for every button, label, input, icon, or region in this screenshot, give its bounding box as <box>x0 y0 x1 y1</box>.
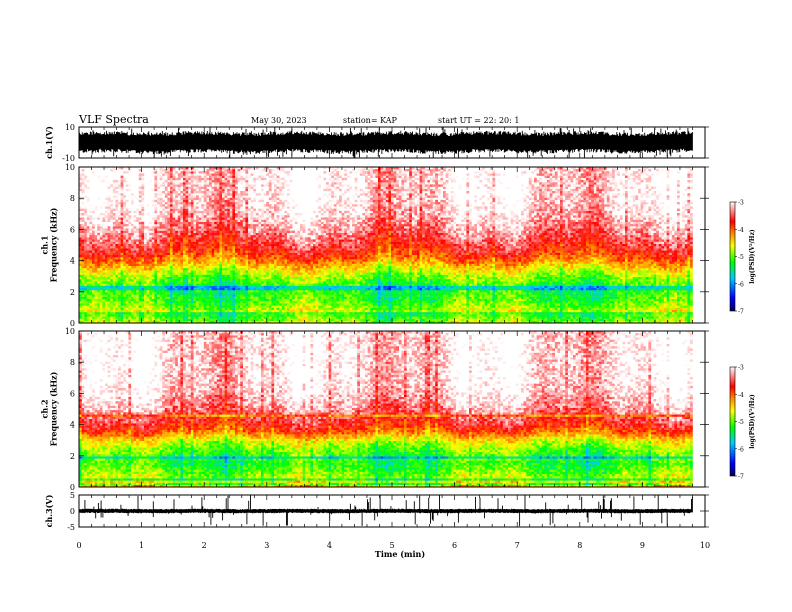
colorbar-tick-label: -4 <box>738 227 744 234</box>
colorbar-tick-label: -6 <box>738 446 744 453</box>
start-time-label: start UT = 22: 20: 1 <box>438 116 519 125</box>
y-tick-label: 10 <box>65 163 75 172</box>
colorbar-label: log(PSD)(V²/Hz) <box>749 229 756 284</box>
x-tick-label: 10 <box>700 541 710 550</box>
colorbar-tick-label: -3 <box>738 200 744 207</box>
y-tick-label: 2 <box>70 288 75 297</box>
y-tick-label: 4 <box>70 421 75 430</box>
y-tick-label: 10 <box>65 123 75 132</box>
figure-title: VLF Spectra <box>78 113 149 126</box>
x-tick-label: 9 <box>640 541 645 550</box>
x-tick-label: 2 <box>202 541 207 550</box>
y-axis-label: ch.3(V) <box>44 494 54 527</box>
colorbar-tick-label: -7 <box>738 309 744 316</box>
colorbar-tick-label: -6 <box>738 281 744 288</box>
y-tick-label: 8 <box>70 358 75 367</box>
spectrogram-cells <box>79 167 693 323</box>
x-tick-label: 3 <box>264 541 269 550</box>
y-tick-label: 6 <box>70 225 75 234</box>
ch2-colorbar: -3 -4 -5 -6 -7 log(PSD)(V²/Hz) <box>730 365 756 481</box>
y-axis-label: ch.2Frequency (kHz) <box>40 371 59 446</box>
y-tick-label: -5 <box>67 523 75 532</box>
x-tick-label: 8 <box>577 541 582 550</box>
date-label: May 30, 2023 <box>251 116 307 125</box>
waveform-trace <box>80 495 693 526</box>
y-tick-label: 5 <box>70 491 75 500</box>
colorbar-tick-label: -5 <box>738 419 744 426</box>
waveform-trace <box>80 127 693 158</box>
x-axis-label: Time (min) <box>375 549 425 559</box>
colorbar-tick-label: -4 <box>738 392 744 399</box>
colorbar-scale <box>730 367 735 476</box>
station-label: station= KAP <box>343 116 398 125</box>
x-tick-label: 6 <box>452 541 457 550</box>
x-tick-label: 1 <box>139 541 144 550</box>
y-tick-label: 10 <box>65 327 75 336</box>
y-axis-label: ch.1(V) <box>44 126 54 159</box>
y-tick-label: 2 <box>70 452 75 461</box>
y-tick-label: 0 <box>70 507 75 516</box>
colorbar-tick-label: -7 <box>738 474 744 481</box>
colorbar-label: log(PSD)(V²/Hz) <box>749 394 756 449</box>
x-tick-label: 0 <box>76 541 81 550</box>
ch1-waveform-panel: 10 -10 ch.1(V) <box>44 123 709 163</box>
y-axis-label: ch.1Frequency (kHz) <box>40 207 59 282</box>
colorbar-tick-label: -5 <box>738 254 744 261</box>
ch3-waveform-panel: 5 0 -5 ch.3(V) <box>44 491 709 532</box>
y-tick-label: 8 <box>70 194 75 203</box>
y-tick-label: 4 <box>70 257 75 266</box>
y-tick-label: 6 <box>70 389 75 398</box>
y-tick-label: -10 <box>62 154 75 163</box>
x-tick-label: 4 <box>327 541 332 550</box>
x-tick-label: 7 <box>515 541 520 550</box>
colorbar-tick-label: -3 <box>738 365 744 372</box>
ch1-colorbar: -3 -4 -5 -6 -7 log(PSD)(V²/Hz) <box>730 200 756 316</box>
vlf-figure: VLF Spectra May 30, 2023 station= KAP st… <box>0 0 792 612</box>
colorbar-scale <box>730 202 735 311</box>
